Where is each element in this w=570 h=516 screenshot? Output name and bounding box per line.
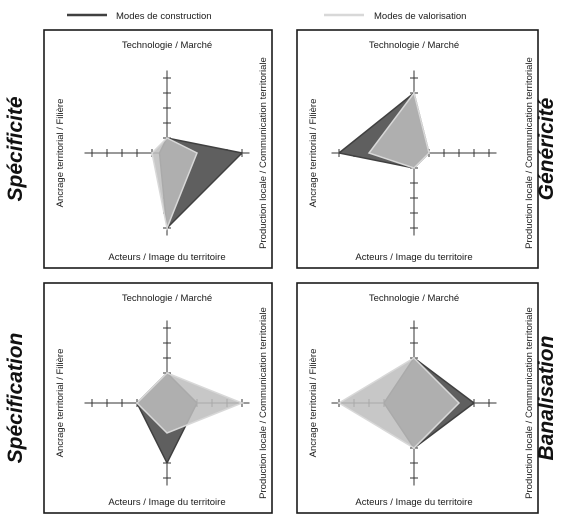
panel-title-specificite: Spécificité [4,96,27,201]
axis-label-left: Ancrage territorial / Filière [308,99,319,208]
panel-frame [43,282,273,514]
panels-grid: Technologie / Marché Acteurs / Image du t… [4,29,558,514]
panel-banalisation: Technologie / Marché Acteurs / Image du t… [296,282,558,514]
axis-label-right: Production locale / Communication territ… [524,307,535,499]
valorisation-polygon [367,91,430,169]
panel-title-banalisation: Banalisation [535,336,558,461]
panel-frame [296,29,539,269]
axis-label-right: Production locale / Communication territ… [258,307,269,499]
axis-label-right: Production locale / Communication territ… [258,57,269,249]
valorisation-polygon [135,372,245,434]
axis-label-top: Technologie / Marché [122,293,212,304]
axis-label-bottom: Acteurs / Image du territoire [355,497,472,508]
panel-frame [43,29,273,269]
axis-label-top: Technologie / Marché [369,293,459,304]
panel-title-specification: Spécification [4,333,27,464]
panel-genericite: Technologie / Marché Acteurs / Image du t… [296,29,558,269]
axis-label-right: Production locale / Communication territ… [524,57,535,249]
legend-construction-label: Modes de construction [116,11,212,22]
axis-label-top: Technologie / Marché [369,40,459,51]
panel-specificite: Technologie / Marché Acteurs / Image du t… [4,29,273,269]
axis-label-bottom: Acteurs / Image du territoire [108,497,225,508]
valorisation-polygon [151,137,198,231]
axis-label-bottom: Acteurs / Image du territoire [108,252,225,263]
valorisation-polygon [337,357,461,449]
panel-specification: Technologie / Marché Acteurs / Image du t… [4,282,273,514]
panel-frame [296,282,539,514]
axis-label-left: Ancrage territorial / Filière [55,99,66,208]
legend: Modes de construction Modes de valorisat… [67,11,466,22]
panel-title-genericite: Généricité [535,97,558,200]
legend-valorisation-label: Modes de valorisation [374,11,466,22]
axis-label-bottom: Acteurs / Image du territoire [355,252,472,263]
axis-label-left: Ancrage territorial / Filière [308,349,319,458]
axis-label-left: Ancrage territorial / Filière [55,349,66,458]
axis-label-top: Technologie / Marché [122,40,212,51]
